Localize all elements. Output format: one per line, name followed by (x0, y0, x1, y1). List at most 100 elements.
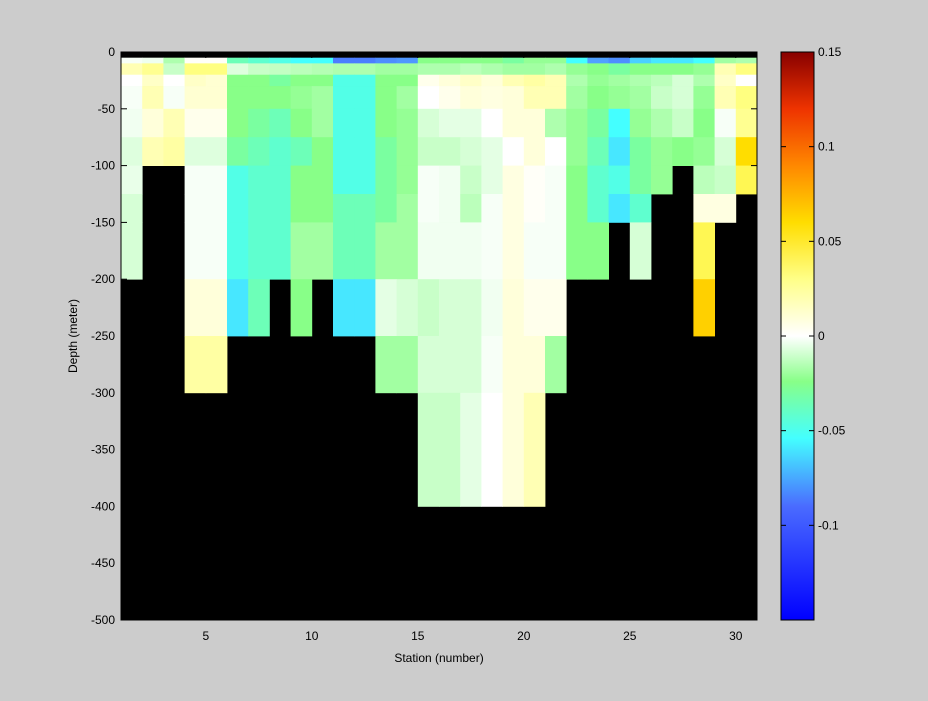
y-axis-label: Depth (meter) (66, 299, 80, 373)
heatmap-cell (396, 86, 419, 110)
heatmap-cell (269, 108, 291, 138)
heatmap-cell (205, 165, 228, 195)
heatmap-cell (587, 108, 609, 138)
heatmap-cell (311, 194, 334, 223)
heatmap-cell (566, 222, 588, 280)
heatmap-cell (502, 86, 525, 110)
heatmap-cell (566, 63, 588, 76)
heatmap-cell (523, 86, 546, 110)
heatmap-cell (269, 63, 291, 76)
colorbar-tick-label: 0.1 (818, 140, 835, 154)
heatmap-cell (375, 137, 397, 166)
heatmap-cell (439, 194, 461, 223)
heatmap-cell (502, 336, 525, 394)
heatmap-cell (587, 137, 609, 166)
heatmap-cell (566, 165, 588, 195)
heatmap-cell (693, 279, 715, 337)
heatmap-cell (163, 74, 185, 87)
heatmap-cell (227, 194, 249, 223)
heatmap-cell (460, 74, 482, 87)
heatmap-cell (269, 137, 291, 166)
heatmap-cell (545, 165, 567, 195)
heatmap-cell (205, 279, 228, 337)
heatmap-cell (184, 137, 207, 166)
heatmap-cell (205, 137, 228, 166)
heatmap-cell (375, 165, 397, 195)
heatmap-cell (184, 165, 207, 195)
heatmap-cell (417, 86, 440, 110)
heatmap-cell (417, 63, 440, 76)
heatmap-cell (375, 57, 397, 64)
heatmap-cell (735, 165, 758, 195)
heatmap-cell (375, 108, 397, 138)
y-tick-label: -250 (91, 329, 115, 343)
heatmap-cell (651, 137, 673, 166)
heatmap-cell (417, 57, 440, 64)
heatmap-cell (121, 137, 143, 166)
heatmap-cell (523, 108, 546, 138)
heatmap-cell (651, 108, 673, 138)
heatmap-cell (714, 137, 737, 166)
heatmap-cell (523, 194, 546, 223)
heatmap-cell (142, 86, 164, 110)
heatmap-cell (184, 279, 207, 337)
heatmap-cell (184, 63, 207, 76)
heatmap-cell (184, 86, 207, 110)
heatmap-cell (227, 279, 249, 337)
y-tick-label: -50 (98, 102, 116, 116)
heatmap-cell (205, 86, 228, 110)
heatmap-cell (714, 165, 737, 195)
heatmap-cell (269, 74, 291, 87)
heatmap-cell (651, 86, 673, 110)
heatmap-cell (354, 63, 376, 76)
heatmap-cell (735, 108, 758, 138)
heatmap-cell (523, 336, 546, 394)
heatmap-cell (121, 222, 143, 280)
heatmap-cell (354, 137, 376, 166)
heatmap-cell (396, 279, 419, 337)
heatmap-cell (651, 63, 673, 76)
heatmap-cell (290, 57, 313, 64)
heatmap-cell (608, 194, 631, 223)
x-tick-label: 20 (517, 629, 531, 643)
heatmap-cell (121, 63, 143, 76)
y-tick-label: -450 (91, 556, 115, 570)
heatmap-cell (502, 279, 525, 337)
heatmap-cell (142, 63, 164, 76)
heatmap-cell (333, 108, 355, 138)
heatmap-cell (290, 222, 313, 280)
heatmap-cell (460, 137, 482, 166)
heatmap-cell (693, 86, 715, 110)
heatmap-cell (354, 74, 376, 87)
heatmap-cell (566, 194, 588, 223)
heatmap-cell (651, 57, 673, 64)
heatmap-cell (417, 165, 440, 195)
y-tick-label: -300 (91, 386, 115, 400)
heatmap-cell (714, 194, 737, 223)
heatmap-cell (205, 336, 228, 394)
y-tick-label: 0 (108, 45, 115, 59)
heatmap-cell (502, 57, 525, 64)
heatmap-cell (502, 222, 525, 280)
heatmap-cell (311, 86, 334, 110)
heatmap-cell (587, 57, 609, 64)
heatmap-cell (248, 63, 270, 76)
heatmap-cell (460, 279, 482, 337)
heatmap-cell (523, 63, 546, 76)
heatmap-cell (481, 74, 503, 87)
heatmap-cell (566, 86, 588, 110)
heatmap-cell (672, 137, 694, 166)
heatmap-cell (735, 63, 758, 76)
heatmap-cell (417, 392, 440, 507)
heatmap-cell (142, 57, 164, 64)
heatmap-cell (502, 194, 525, 223)
heatmap-cell (545, 194, 567, 223)
heatmap-cell (375, 279, 397, 337)
heatmap-cell (481, 336, 503, 394)
heatmap-cell (375, 336, 397, 394)
heatmap-cell (396, 336, 419, 394)
heatmap-cell (608, 165, 631, 195)
heatmap-cell (545, 63, 567, 76)
heatmap-cell (142, 108, 164, 138)
